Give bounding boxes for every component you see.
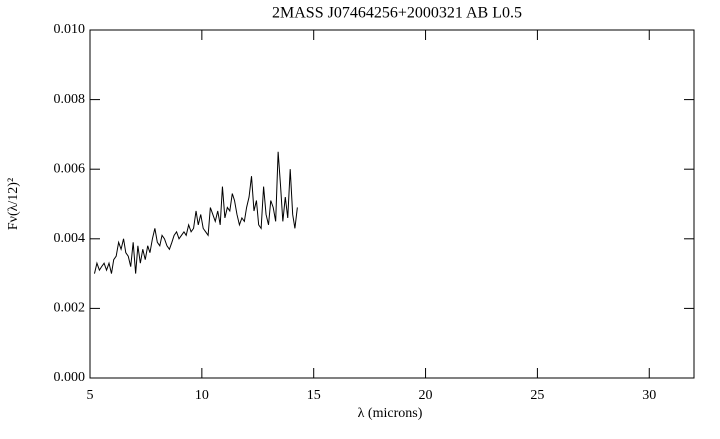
x-tick-label: 5 — [87, 388, 94, 403]
y-tick-label: 0.010 — [54, 22, 86, 37]
y-axis-label: Fν(λ/12)² — [6, 178, 21, 230]
y-tick-label: 0.006 — [54, 161, 86, 176]
x-axis-label: λ (microns) — [358, 406, 423, 421]
x-tick-label: 20 — [419, 388, 433, 403]
y-tick-label: 0.000 — [54, 370, 86, 385]
x-tick-label: 15 — [307, 388, 321, 403]
y-tick-label: 0.002 — [54, 301, 86, 316]
y-tick-label: 0.008 — [54, 92, 86, 107]
plot-frame — [89, 29, 695, 379]
y-tick-label: 0.004 — [54, 231, 86, 246]
x-tick-label: 10 — [195, 388, 209, 403]
x-tick-label: 25 — [530, 388, 544, 403]
x-tick-label: 30 — [642, 388, 656, 403]
chart-title: 2MASS J07464256+2000321 AB L0.5 — [272, 5, 522, 22]
spectrum-line — [93, 151, 298, 274]
